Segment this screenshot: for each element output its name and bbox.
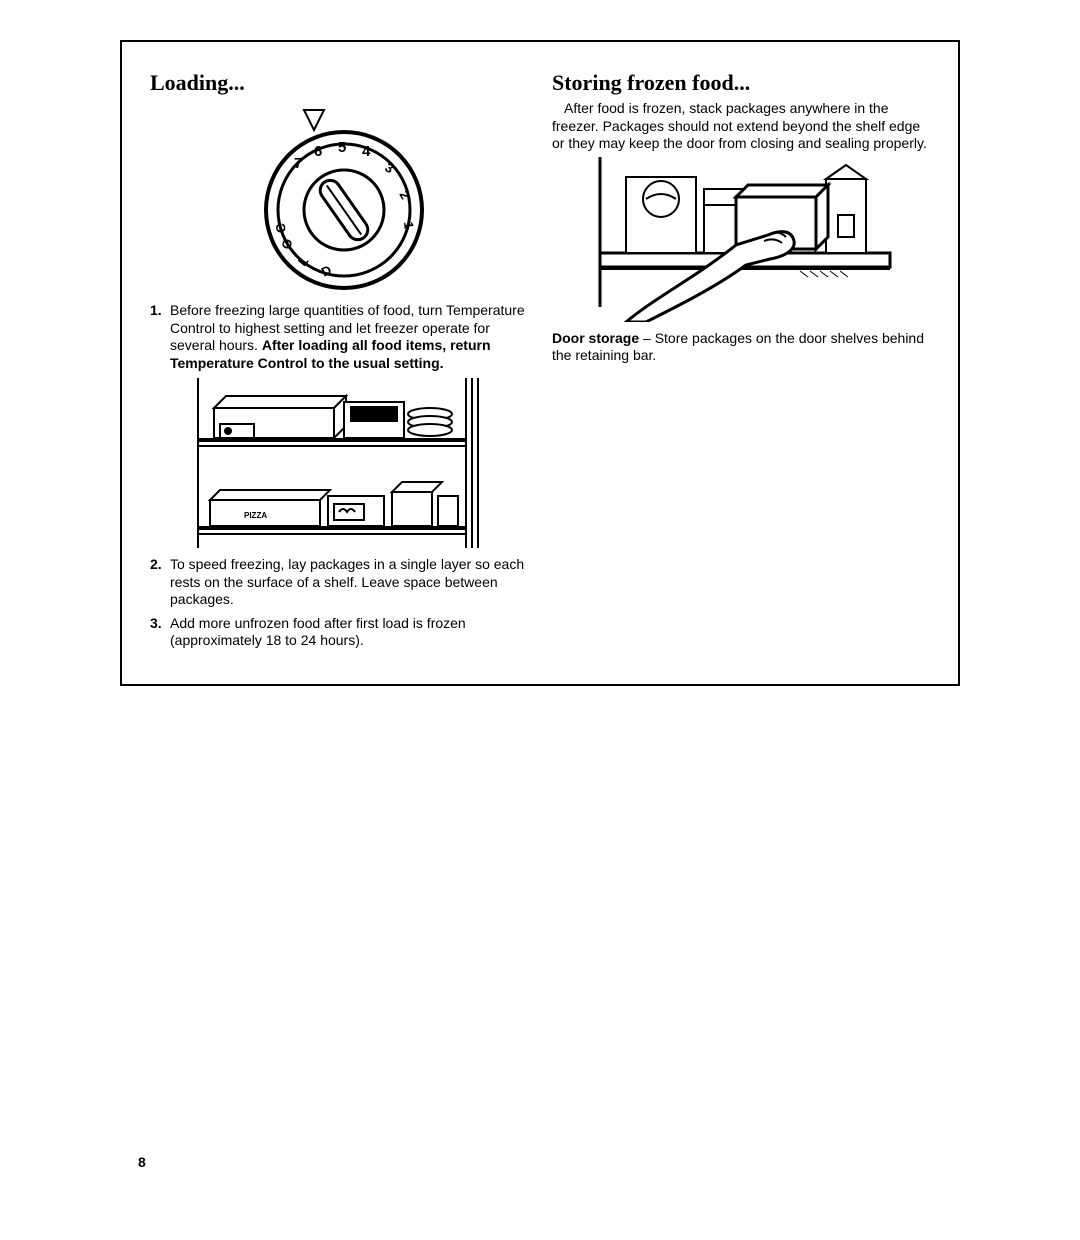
temperature-dial-illustration: 7 6 5 4 3 2 1 C O L D	[150, 102, 528, 292]
left-column: Loading...	[150, 70, 528, 656]
page-number: 8	[138, 1154, 146, 1170]
door-storage-paragraph: Door storage – Store packages on the doo…	[552, 330, 930, 365]
loading-steps: 1. Before freezing large quantities of f…	[150, 302, 528, 372]
content-frame: Loading...	[120, 40, 960, 686]
storing-heading: Storing frozen food...	[552, 70, 930, 96]
step-text: To speed freezing, lay packages in a sin…	[170, 556, 528, 609]
list-item: 1. Before freezing large quantities of f…	[150, 302, 528, 372]
step-text: Add more unfrozen food after first load …	[170, 615, 528, 650]
two-column-layout: Loading...	[150, 70, 930, 656]
storing-body-text: After food is frozen, stack packages any…	[552, 100, 930, 153]
list-item: 3. Add more unfrozen food after first lo…	[150, 615, 528, 650]
step-text: Before freezing large quantities of food…	[170, 302, 528, 372]
shelf-loading-illustration: PIZZA	[194, 378, 484, 548]
svg-text:O: O	[278, 237, 295, 251]
loading-steps-cont: 2. To speed freezing, lay packages in a …	[150, 556, 528, 650]
door-storage-label: Door storage	[552, 330, 639, 346]
svg-text:5: 5	[338, 139, 346, 156]
list-item: 2. To speed freezing, lay packages in a …	[150, 556, 528, 609]
manual-page: Loading...	[0, 0, 1080, 1240]
svg-text:D: D	[319, 262, 334, 280]
door-storage-sep: –	[639, 330, 655, 346]
svg-text:6: 6	[314, 143, 322, 160]
right-column: Storing frozen food... After food is fro…	[552, 70, 930, 656]
svg-text:4: 4	[362, 143, 371, 160]
svg-text:PIZZA: PIZZA	[244, 511, 267, 520]
step-number: 2.	[150, 556, 166, 609]
svg-text:1: 1	[401, 221, 417, 230]
loading-heading: Loading...	[150, 70, 528, 96]
step-number: 3.	[150, 615, 166, 650]
dial-icon: 7 6 5 4 3 2 1 C O L D	[234, 102, 444, 292]
door-storage-illustration	[586, 157, 896, 322]
svg-text:C: C	[272, 222, 289, 234]
svg-text:7: 7	[294, 155, 302, 172]
step-number: 1.	[150, 302, 166, 372]
